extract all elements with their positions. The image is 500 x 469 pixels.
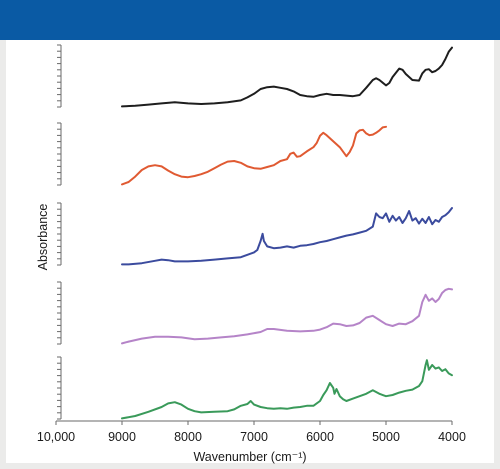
x-tick-label: 10,000 bbox=[37, 430, 75, 444]
x-tick-label: 6000 bbox=[306, 430, 334, 444]
spectrum-line-5 bbox=[121, 359, 453, 420]
x-tick-label: 5000 bbox=[372, 430, 400, 444]
chart-panel bbox=[6, 40, 494, 463]
y-axis-title: Absorbance bbox=[36, 204, 50, 271]
x-tick-label: 9000 bbox=[108, 430, 136, 444]
x-tick-label: 7000 bbox=[240, 430, 268, 444]
spectrum-line-4 bbox=[121, 287, 453, 345]
x-axis-title: Wavenumber (cm⁻¹) bbox=[193, 450, 306, 464]
header-band bbox=[0, 0, 500, 40]
series-group bbox=[121, 46, 453, 420]
x-tick-label: 8000 bbox=[174, 430, 202, 444]
spectrum-line-3 bbox=[121, 207, 453, 266]
axes-group bbox=[55, 44, 453, 425]
x-tick-label: 4000 bbox=[438, 430, 466, 444]
spectrum-line-1 bbox=[121, 46, 453, 108]
x-tick-labels: 10,000 9000 8000 7000 6000 5000 4000 bbox=[37, 430, 466, 444]
spectrum-line-2 bbox=[121, 125, 387, 186]
